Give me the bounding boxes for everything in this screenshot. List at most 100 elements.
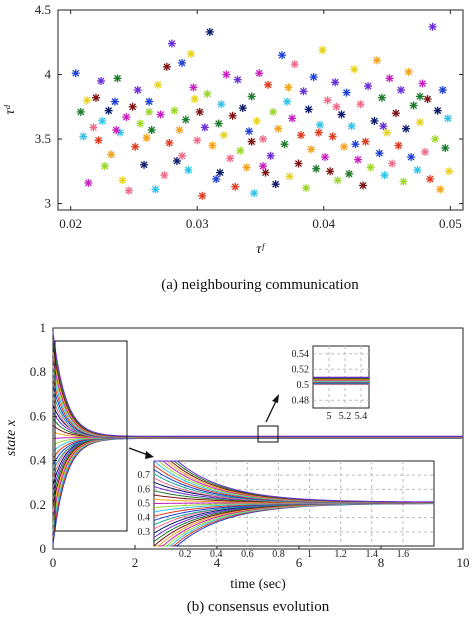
scatter-point: [136, 119, 145, 128]
scatter-point: [113, 74, 122, 83]
scatter-point: [407, 153, 416, 162]
scatter-xlabel: τᶠ: [256, 242, 266, 257]
scatter-point: [189, 83, 198, 92]
scatter-point: [255, 69, 264, 78]
consensus-ylabel: state x: [4, 419, 19, 456]
scatter-point: [312, 164, 321, 173]
scatter-xtick-label: 0.05: [439, 216, 462, 231]
scatter-point: [423, 95, 432, 104]
scatter-caption: (a) neighbouring communication: [161, 277, 359, 293]
zoom-early-ytick-label: 0.3: [138, 527, 151, 538]
consensus-ytick-label: 1: [40, 320, 47, 335]
zoom-early-xtick-label: 0.2: [179, 549, 192, 560]
scatter-point: [269, 107, 278, 116]
scatter-point: [190, 95, 199, 104]
scatter-point: [200, 123, 209, 132]
scatter-point: [184, 166, 193, 174]
scatter-point: [228, 111, 237, 120]
scatter-point: [131, 142, 140, 151]
scatter-point: [337, 110, 346, 119]
scatter-point: [274, 124, 283, 133]
scatter-point: [153, 80, 162, 89]
zoom-region-box-early: [54, 340, 128, 532]
scatter-point: [165, 138, 174, 147]
scatter-point: [145, 107, 154, 116]
scatter-point: [252, 116, 261, 125]
scatter-point: [396, 86, 405, 94]
zoom-late-ytick-label: 0.5: [297, 380, 310, 391]
scatter-point: [133, 86, 142, 94]
scatter-point: [151, 185, 160, 194]
scatter-point: [250, 189, 259, 198]
zoom-early-ytick-label: 0.5: [138, 499, 151, 510]
scatter-point: [331, 78, 340, 87]
scatter-point: [170, 106, 179, 115]
scatter-point: [409, 101, 418, 110]
zoom-region-box-late: [257, 425, 279, 443]
scatter-point: [326, 167, 335, 176]
scatter-point: [428, 22, 437, 31]
scatter-point: [380, 171, 389, 180]
consensus-xtick-label: 8: [378, 555, 385, 570]
scatter-point: [332, 102, 341, 111]
scatter-point: [83, 96, 92, 105]
zoom-early-ytick-label: 0.7: [138, 470, 151, 481]
scatter-point: [415, 118, 424, 127]
scatter-xtick-label: 0.04: [312, 216, 335, 231]
scatter-point: [433, 106, 442, 115]
scatter-point: [438, 86, 447, 94]
scatter-ytick-label: 4: [45, 67, 52, 82]
consensus-xtick-label: 2: [132, 555, 139, 570]
scatter-point: [370, 116, 379, 125]
zoom-arrow-late: [265, 394, 279, 423]
scatter-point: [247, 92, 256, 101]
scatter-point: [178, 151, 187, 160]
scatter-point: [238, 104, 247, 113]
scatter-ytick-label: 3.5: [35, 131, 51, 146]
scatter-point: [147, 126, 156, 134]
scatter-point: [290, 60, 299, 69]
scatter-point: [297, 131, 305, 140]
scatter-point: [193, 136, 202, 145]
scatter-point: [236, 146, 245, 155]
scatter-point: [259, 162, 268, 171]
scatter-point: [160, 171, 169, 180]
scatter-point: [364, 82, 373, 91]
zoom-inset-early: 0.2 0.4 0.6 0.8 1 1.2 1.4 1.6 0.3 0.4 0.5 0.6 0.7: [138, 460, 435, 560]
scatter-point: [394, 141, 403, 150]
zoom-late-xtick-label: 5: [327, 411, 332, 422]
scatter-point: [280, 140, 289, 149]
scatter-point: [402, 124, 411, 133]
scatter-xtick-label: 0.02: [59, 216, 82, 231]
scatter-point: [321, 153, 330, 162]
scatter-ylabel: τᵈ: [3, 105, 18, 115]
scatter-point: [350, 65, 359, 74]
scatter-point: [217, 100, 226, 109]
scatter-point: [309, 73, 318, 82]
consensus-xtick-label: 6: [296, 555, 303, 570]
scatter-point: [97, 76, 106, 85]
scatter-point: [226, 154, 235, 163]
consensus-xlabel: time (sec): [230, 577, 286, 592]
scatter-point: [271, 180, 280, 189]
scatter-point: [372, 56, 381, 65]
scatter-point: [162, 62, 171, 71]
scatter-point: [118, 176, 127, 185]
scatter-point: [264, 80, 273, 89]
scatter-point: [342, 88, 351, 97]
scatter-point: [353, 155, 362, 164]
scatter-point: [415, 92, 424, 101]
scatter-point: [186, 49, 195, 58]
zoom-late-lines: [313, 376, 369, 385]
zoom-arrow-early: [128, 447, 154, 459]
scatter-point: [247, 137, 256, 146]
scatter-ytick-label: 4.5: [35, 2, 51, 17]
scatter-point: [333, 176, 342, 185]
scatter-point: [261, 168, 270, 177]
scatter-point: [426, 175, 435, 184]
scatter-point: [124, 186, 133, 195]
scatter-point: [285, 172, 294, 181]
scatter-point: [315, 120, 324, 129]
scatter-point: [299, 87, 308, 96]
